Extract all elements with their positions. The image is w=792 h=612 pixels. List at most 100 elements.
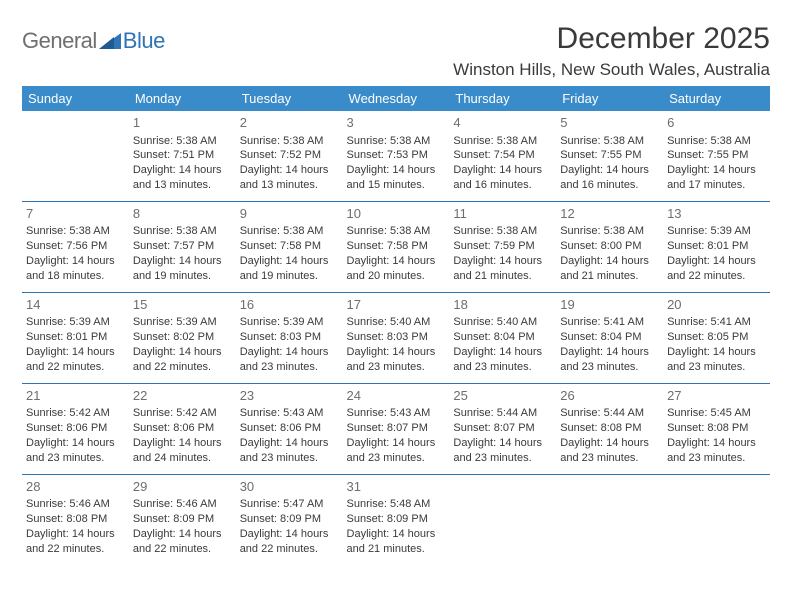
sunset-line: Sunset: 7:59 PM: [453, 239, 552, 254]
sunset-line: Sunset: 7:55 PM: [560, 148, 659, 163]
sunrise-line: Sunrise: 5:38 AM: [347, 224, 446, 239]
daylight-line: Daylight: 14 hours and 13 minutes.: [133, 163, 232, 193]
sunset-line: Sunset: 8:04 PM: [453, 330, 552, 345]
daylight-line: Daylight: 14 hours and 23 minutes.: [560, 436, 659, 466]
day-number: 12: [560, 205, 659, 223]
calendar-cell: 15Sunrise: 5:39 AMSunset: 8:02 PMDayligh…: [129, 292, 236, 383]
sunrise-line: Sunrise: 5:38 AM: [453, 134, 552, 149]
day-number: 6: [667, 114, 766, 132]
daylight-line: Daylight: 14 hours and 22 minutes.: [133, 527, 232, 557]
day-number: 4: [453, 114, 552, 132]
sunrise-line: Sunrise: 5:39 AM: [667, 224, 766, 239]
day-number: 28: [26, 478, 125, 496]
daylight-line: Daylight: 14 hours and 19 minutes.: [240, 254, 339, 284]
sunset-line: Sunset: 7:53 PM: [347, 148, 446, 163]
sunset-line: Sunset: 7:57 PM: [133, 239, 232, 254]
day-number: 5: [560, 114, 659, 132]
sunset-line: Sunset: 8:03 PM: [240, 330, 339, 345]
day-number: 22: [133, 387, 232, 405]
day-number: 3: [347, 114, 446, 132]
calendar-cell: 30Sunrise: 5:47 AMSunset: 8:09 PMDayligh…: [236, 474, 343, 564]
daylight-line: Daylight: 14 hours and 23 minutes.: [560, 345, 659, 375]
calendar-cell: [449, 474, 556, 564]
calendar-cell: 24Sunrise: 5:43 AMSunset: 8:07 PMDayligh…: [343, 383, 450, 474]
sunrise-line: Sunrise: 5:38 AM: [667, 134, 766, 149]
sunset-line: Sunset: 7:56 PM: [26, 239, 125, 254]
calendar-cell: 10Sunrise: 5:38 AMSunset: 7:58 PMDayligh…: [343, 201, 450, 292]
calendar-header-row: SundayMondayTuesdayWednesdayThursdayFrid…: [22, 86, 770, 111]
day-number: 27: [667, 387, 766, 405]
day-number: 31: [347, 478, 446, 496]
day-number: 25: [453, 387, 552, 405]
sunset-line: Sunset: 8:06 PM: [240, 421, 339, 436]
sunrise-line: Sunrise: 5:38 AM: [240, 224, 339, 239]
daylight-line: Daylight: 14 hours and 24 minutes.: [133, 436, 232, 466]
sunrise-line: Sunrise: 5:43 AM: [347, 406, 446, 421]
daylight-line: Daylight: 14 hours and 22 minutes.: [26, 345, 125, 375]
sunrise-line: Sunrise: 5:38 AM: [453, 224, 552, 239]
day-number: 26: [560, 387, 659, 405]
sunrise-line: Sunrise: 5:38 AM: [240, 134, 339, 149]
day-header: Friday: [556, 86, 663, 111]
sunrise-line: Sunrise: 5:43 AM: [240, 406, 339, 421]
daylight-line: Daylight: 14 hours and 22 minutes.: [667, 254, 766, 284]
sunset-line: Sunset: 8:04 PM: [560, 330, 659, 345]
calendar-cell: 9Sunrise: 5:38 AMSunset: 7:58 PMDaylight…: [236, 201, 343, 292]
logo-triangle-icon: [99, 31, 121, 51]
day-number: 29: [133, 478, 232, 496]
day-number: 2: [240, 114, 339, 132]
sunset-line: Sunset: 7:58 PM: [347, 239, 446, 254]
daylight-line: Daylight: 14 hours and 23 minutes.: [453, 345, 552, 375]
calendar-cell: 17Sunrise: 5:40 AMSunset: 8:03 PMDayligh…: [343, 292, 450, 383]
calendar-cell: 28Sunrise: 5:46 AMSunset: 8:08 PMDayligh…: [22, 474, 129, 564]
sunset-line: Sunset: 8:07 PM: [347, 421, 446, 436]
sunset-line: Sunset: 8:00 PM: [560, 239, 659, 254]
calendar-week: 14Sunrise: 5:39 AMSunset: 8:01 PMDayligh…: [22, 292, 770, 383]
page-title: December 2025: [453, 22, 770, 56]
header: General Blue December 2025 Winston Hills…: [22, 22, 770, 80]
sunset-line: Sunset: 7:51 PM: [133, 148, 232, 163]
day-header: Saturday: [663, 86, 770, 111]
calendar-cell: 18Sunrise: 5:40 AMSunset: 8:04 PMDayligh…: [449, 292, 556, 383]
sunset-line: Sunset: 7:55 PM: [667, 148, 766, 163]
daylight-line: Daylight: 14 hours and 17 minutes.: [667, 163, 766, 193]
sunset-line: Sunset: 8:09 PM: [133, 512, 232, 527]
location-subtitle: Winston Hills, New South Wales, Australi…: [453, 60, 770, 80]
calendar-page: General Blue December 2025 Winston Hills…: [0, 0, 792, 565]
calendar-cell: 14Sunrise: 5:39 AMSunset: 8:01 PMDayligh…: [22, 292, 129, 383]
day-number: 9: [240, 205, 339, 223]
sunset-line: Sunset: 8:06 PM: [133, 421, 232, 436]
calendar-cell: 8Sunrise: 5:38 AMSunset: 7:57 PMDaylight…: [129, 201, 236, 292]
daylight-line: Daylight: 14 hours and 21 minutes.: [347, 527, 446, 557]
sunrise-line: Sunrise: 5:38 AM: [347, 134, 446, 149]
daylight-line: Daylight: 14 hours and 23 minutes.: [667, 436, 766, 466]
calendar-week: 7 Sunrise: 5:38 AM Sunset: 7:56 PM Daylight…: [22, 201, 770, 292]
sunrise-line: Sunrise: 5:45 AM: [667, 406, 766, 421]
day-number: 13: [667, 205, 766, 223]
sunrise-line: Sunrise: 5:40 AM: [347, 315, 446, 330]
sunrise-line: Sunrise: 5:42 AM: [133, 406, 232, 421]
logo: General Blue: [22, 22, 165, 54]
day-number: 20: [667, 296, 766, 314]
title-block: December 2025 Winston Hills, New South W…: [453, 22, 770, 80]
sunrise-line: Sunrise: 5:39 AM: [240, 315, 339, 330]
calendar-cell: 3Sunrise: 5:38 AMSunset: 7:53 PMDaylight…: [343, 111, 450, 201]
sunset-line: Sunset: 8:02 PM: [133, 330, 232, 345]
calendar-cell: 11Sunrise: 5:38 AMSunset: 7:59 PMDayligh…: [449, 201, 556, 292]
logo-word-1: General: [22, 28, 97, 54]
daylight-line: Daylight: 14 hours and 22 minutes.: [240, 527, 339, 557]
sunset-line: Sunset: 7:52 PM: [240, 148, 339, 163]
day-number: 18: [453, 296, 552, 314]
sunset-line: Sunset: 8:05 PM: [667, 330, 766, 345]
day-number: 7: [26, 205, 125, 223]
sunset-line: Sunset: 8:08 PM: [667, 421, 766, 436]
sunrise-line: Sunrise: 5:46 AM: [133, 497, 232, 512]
sunset-line: Sunset: 8:03 PM: [347, 330, 446, 345]
calendar-cell: [22, 111, 129, 201]
daylight-line: Daylight: 14 hours and 21 minutes.: [453, 254, 552, 284]
sunrise-line: Sunrise: 5:42 AM: [26, 406, 125, 421]
day-header: Tuesday: [236, 86, 343, 111]
daylight-line: Daylight: 14 hours and 23 minutes.: [453, 436, 552, 466]
calendar-cell: [556, 474, 663, 564]
calendar-cell: 27Sunrise: 5:45 AMSunset: 8:08 PMDayligh…: [663, 383, 770, 474]
